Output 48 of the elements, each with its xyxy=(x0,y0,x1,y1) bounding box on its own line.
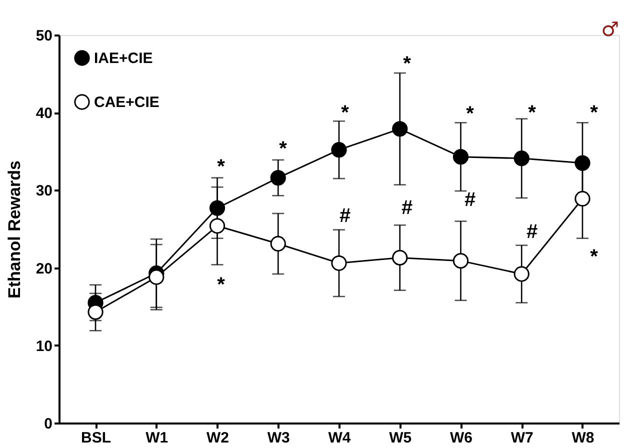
point xyxy=(270,236,286,252)
point xyxy=(209,200,226,216)
x-tick-label: W2 xyxy=(206,430,230,446)
x-tick-label: W6 xyxy=(450,430,472,446)
point xyxy=(514,266,530,282)
y-tick-label: 30 xyxy=(36,182,52,200)
annotation: ♂ xyxy=(601,17,619,41)
x-tick-label: W4 xyxy=(328,430,352,446)
x-tick-label: W1 xyxy=(146,430,168,446)
annotation: # xyxy=(339,205,351,227)
annotation: * xyxy=(466,103,474,125)
point xyxy=(331,255,347,271)
x-tick-label: W8 xyxy=(572,430,594,446)
point xyxy=(331,142,347,158)
point xyxy=(452,149,469,165)
annotation: * xyxy=(590,246,598,268)
annotation: # xyxy=(401,197,413,219)
y-axis-title: Ethanol Rewards xyxy=(4,160,24,298)
annotation: * xyxy=(279,138,288,160)
point xyxy=(88,304,104,320)
annotation: * xyxy=(217,156,226,178)
y-tick-label: 20 xyxy=(36,260,52,278)
annotation: * xyxy=(341,102,350,124)
x-tick-label: W5 xyxy=(389,430,412,446)
y-tick-label: 0 xyxy=(44,416,52,432)
y-tick-label: 40 xyxy=(36,105,52,122)
annotation: * xyxy=(217,274,226,296)
annotation: # xyxy=(526,221,538,243)
legend-label: CAE+CIE xyxy=(94,94,160,111)
point xyxy=(270,170,286,186)
point xyxy=(392,121,408,137)
point xyxy=(514,150,530,166)
annotation: # xyxy=(464,189,476,211)
annotation: * xyxy=(528,102,536,124)
legend-label: IAE+CIE xyxy=(94,50,153,67)
annotation: * xyxy=(403,53,412,75)
x-tick-label: BSL xyxy=(81,430,112,446)
y-tick-label: 50 xyxy=(36,28,52,44)
x-tick-label: W7 xyxy=(510,430,534,446)
point xyxy=(574,190,590,207)
annotation: * xyxy=(590,102,598,124)
point xyxy=(392,250,408,266)
point xyxy=(452,253,469,269)
point xyxy=(148,269,164,285)
point xyxy=(574,155,590,171)
x-tick-label: W3 xyxy=(267,430,290,446)
y-tick-label: 10 xyxy=(36,338,52,355)
point xyxy=(209,218,226,234)
